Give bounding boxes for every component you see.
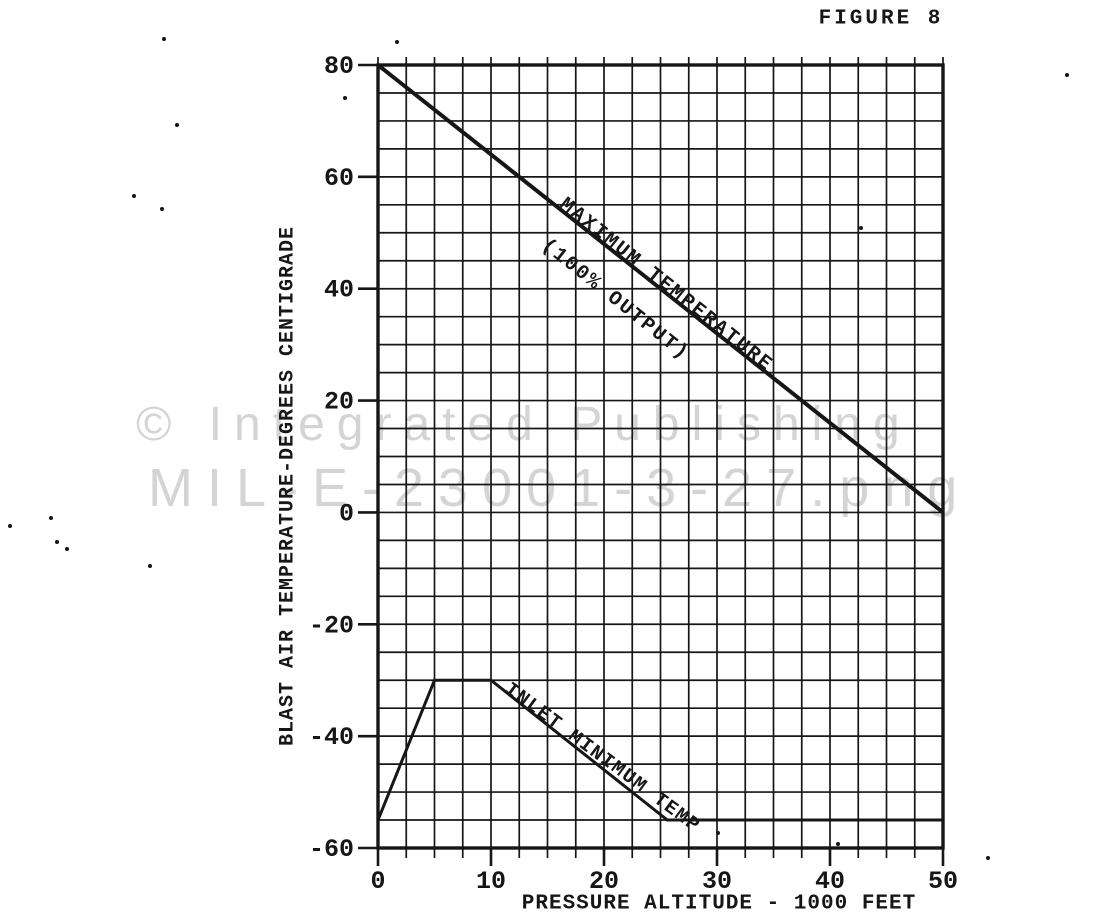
series-line-inlet-minimum-temp (376, 678, 943, 822)
scan-speck (175, 123, 179, 127)
y-tick-label: 20 (324, 388, 354, 417)
x-tick-label: 40 (815, 867, 845, 896)
figure-title: FIGURE 8 (818, 7, 944, 31)
watermark-filename: MIL-E-23001-3-27.png (148, 458, 972, 518)
scan-speck (160, 207, 164, 211)
scan-speck (8, 524, 12, 528)
x-tick-label: 20 (589, 867, 619, 896)
scan-speck (49, 516, 53, 520)
plot-border (376, 63, 945, 850)
scan-speck (986, 856, 990, 860)
scan-speck (1065, 73, 1069, 77)
scan-speck (148, 564, 152, 568)
x-tick-label: 30 (702, 867, 732, 896)
scan-speck (716, 831, 720, 835)
y-axis-title: BLAST AIR TEMPERATURE-DEGREES CENTIGRADE (276, 225, 300, 747)
y-tick-label: -20 (309, 611, 354, 640)
series-label-inlet-minimum-temp: INLET MINIMUM TEMP (500, 678, 704, 837)
scan-speck (132, 194, 136, 198)
scan-speck (55, 540, 59, 544)
scan-speck (343, 96, 347, 100)
scan-speck (836, 842, 840, 846)
y-tick-label: -60 (309, 835, 354, 864)
x-tick-label: 0 (370, 867, 385, 896)
scan-speck (162, 37, 166, 41)
watermark-publisher: © Integrated Publishing (136, 398, 912, 451)
y-tick-label: -40 (309, 723, 354, 752)
scan-speck (65, 547, 69, 551)
y-tick-label: 60 (324, 164, 354, 193)
y-tick-label: 80 (324, 52, 354, 81)
x-tick-label: 10 (476, 867, 506, 896)
y-tick-label: 0 (339, 499, 354, 528)
scan-speck (395, 40, 399, 44)
series-line-maximum-temperature (376, 63, 945, 514)
scan-speck (859, 226, 863, 230)
x-tick-label: 50 (928, 867, 958, 896)
x-axis-title: PRESSURE ALTITUDE - 1000 FEET (521, 892, 917, 916)
y-tick-label: 40 (324, 276, 354, 305)
